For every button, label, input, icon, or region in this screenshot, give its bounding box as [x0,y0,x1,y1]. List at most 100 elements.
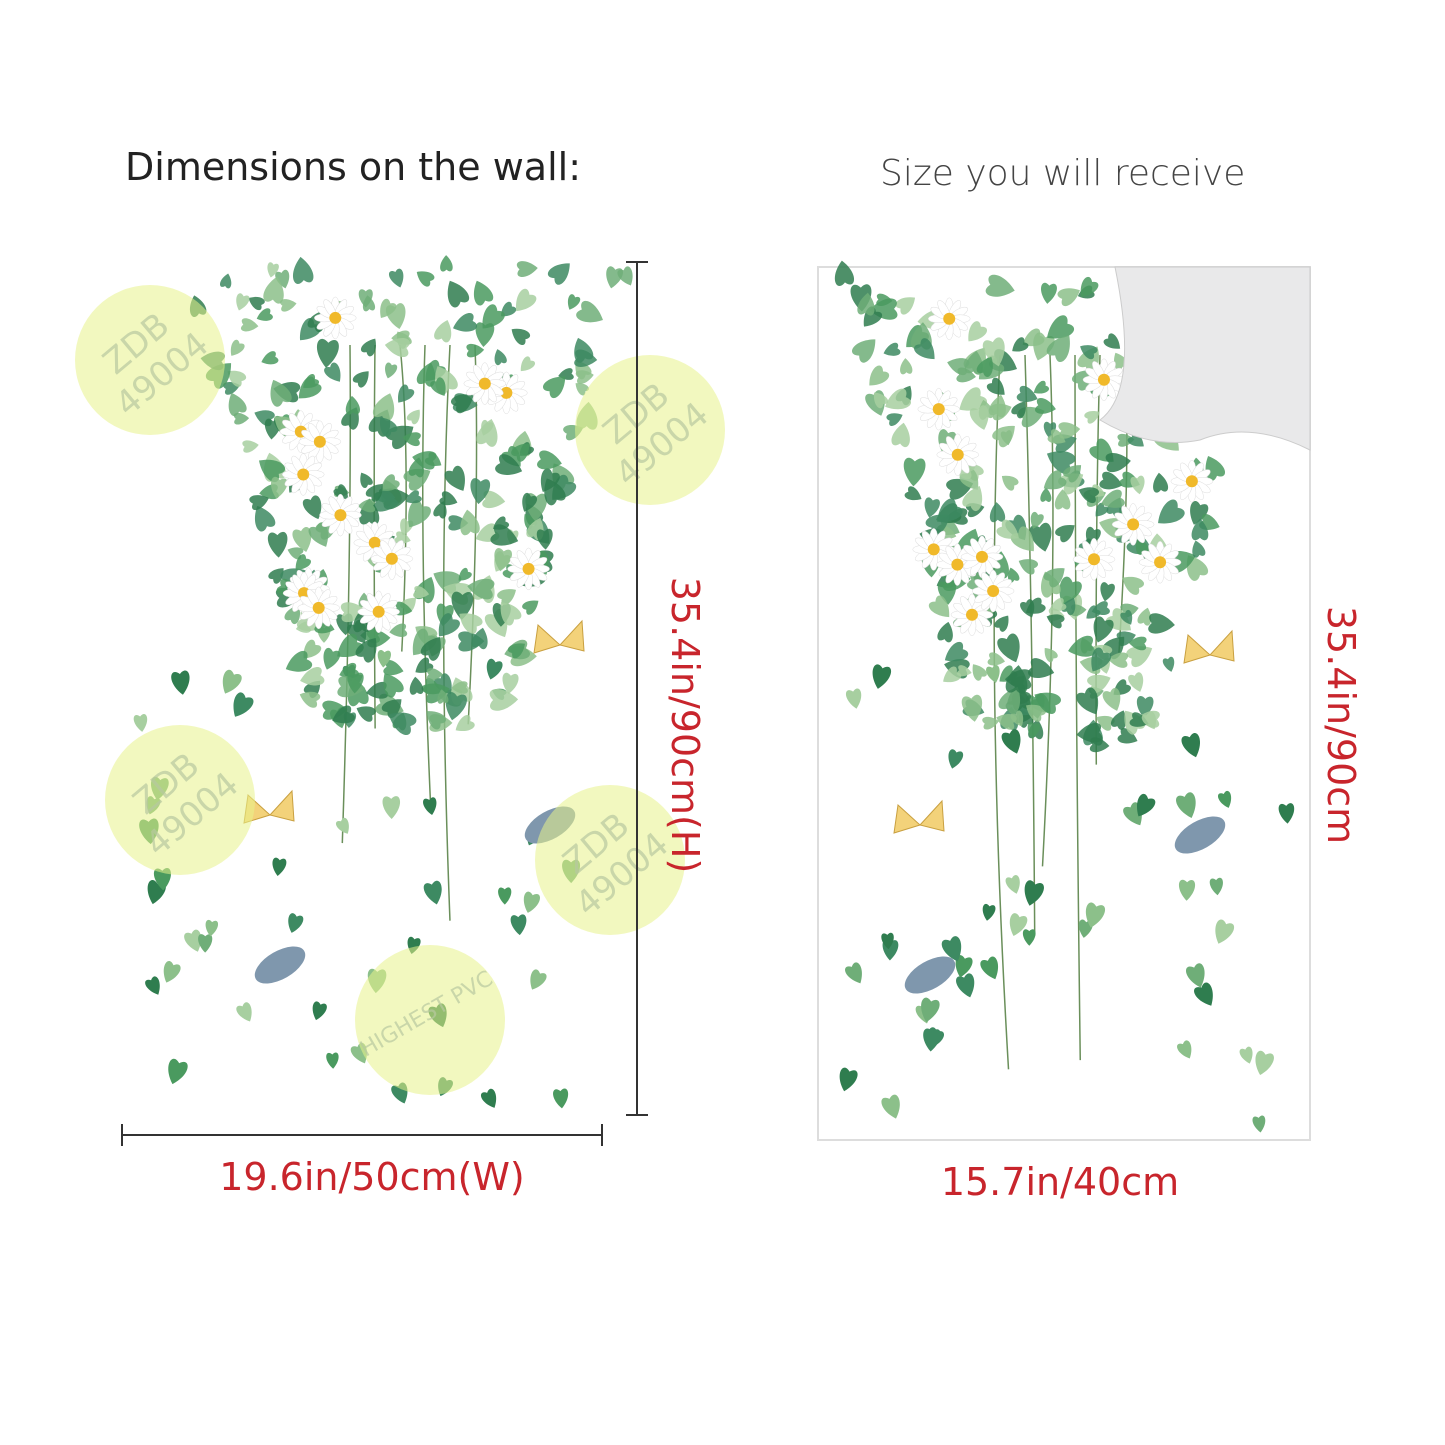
leaf [1089,737,1110,753]
leaf [996,714,1017,730]
leaf [1034,397,1056,414]
leaf [352,371,369,388]
leaf [1043,421,1057,439]
leaf [869,365,890,386]
leaf [423,880,442,905]
leaf [453,313,478,332]
leaf [302,495,322,520]
leaf [961,694,983,722]
leaf [433,501,447,519]
leaf [366,681,389,699]
daisy [319,493,362,537]
leaf [1190,501,1209,525]
leaf [1162,656,1175,672]
leaf [1117,433,1135,447]
leaf [1047,429,1066,444]
leaf [1177,1040,1192,1059]
leaf [326,1052,339,1069]
leaf [567,294,581,310]
leaf [356,706,376,722]
seal [575,355,725,505]
leaf [1239,1046,1253,1064]
leaf [389,623,408,637]
leaf [530,969,547,990]
leaf [332,705,355,724]
leaf [494,547,512,572]
leaf [184,929,202,952]
leaf [510,914,527,936]
leaf [982,716,999,730]
leaf [1054,489,1071,510]
leaf [360,472,373,488]
leaf [1080,276,1099,298]
leaf [1034,692,1061,714]
leaf [365,483,383,502]
leaf [455,715,475,732]
daisy [1111,503,1155,546]
leaf [405,490,422,504]
leaf [1086,605,1101,619]
leaf [227,370,246,387]
leaf [382,796,400,820]
leaf [295,554,312,571]
leaf [292,527,312,553]
leaf [903,457,926,487]
leaf [288,913,304,933]
leaf [336,817,349,834]
leaf [1209,877,1223,896]
leaf [943,666,962,683]
leaf [989,502,1006,523]
leaf [1137,607,1152,626]
daisy-center [1127,518,1140,531]
leaf [1122,576,1144,595]
leaf [1012,337,1029,352]
vine [1074,354,1082,1061]
leaf [447,280,470,308]
leaf [451,681,468,694]
leaf [576,300,603,323]
leaf [1096,715,1115,731]
daisy-center [298,587,311,600]
leaf [1029,522,1052,552]
leaf [416,271,435,287]
leaf [543,376,566,399]
leaf [358,289,373,308]
leaf [236,1002,252,1022]
leaf [1120,609,1133,625]
daisy-center [334,509,347,522]
leaf [1128,636,1147,651]
leaf [1046,335,1070,362]
leaf [1136,696,1154,718]
daisy [936,433,979,477]
leaf [986,377,1005,395]
leaf [955,955,973,978]
leaf [1068,635,1096,657]
leaf [1041,282,1057,304]
leaf [992,425,1015,448]
leaf [240,318,259,332]
leaf [473,280,494,306]
daisy [927,297,971,341]
leaf [1126,646,1153,668]
leaf [1043,568,1065,588]
sheet-decal-art [834,260,1295,1133]
leaf [424,452,442,466]
wall-width-label: 19.6in/50cm(W) [219,1155,525,1199]
daisy-center [943,312,956,325]
leaf [494,349,507,366]
leaf [1058,422,1081,439]
leaf [1215,919,1234,944]
leaf [385,362,398,379]
leaf [947,358,970,376]
wall-height-label: 35.4in/90cm(H) [663,577,707,874]
leaf [1091,647,1112,672]
leaf [1158,499,1185,524]
leaf [300,667,325,686]
leaf [1111,710,1127,730]
leaf [1191,518,1209,541]
leaf [980,956,999,980]
leaf [438,613,460,637]
leaf [987,652,1006,666]
leaf [520,356,536,372]
leaf [1192,540,1206,558]
